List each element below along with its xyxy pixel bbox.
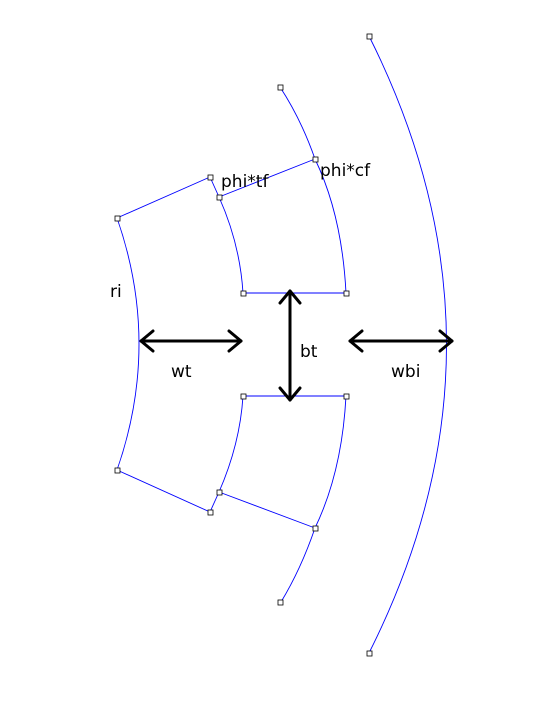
upper-slot-wall-inner xyxy=(218,196,244,294)
vertex xyxy=(207,174,214,181)
upper-slot-wall-outer xyxy=(314,158,347,294)
label-wbi: wbi xyxy=(391,362,420,382)
vertex xyxy=(216,194,223,201)
vertex xyxy=(240,290,247,297)
dimension-arrow-bt xyxy=(278,289,302,402)
outer-arc-wbi xyxy=(368,35,447,654)
lower-outer-arc-short xyxy=(280,527,316,603)
vertex-markers xyxy=(114,33,373,657)
vertex xyxy=(312,156,319,163)
vertex xyxy=(277,599,284,606)
upper-slot-top-edge xyxy=(218,158,316,198)
vertex xyxy=(343,290,350,297)
label-phi-cf: phi*cf xyxy=(320,161,371,181)
vertex xyxy=(207,509,214,516)
lower-tooth-bottom-edge xyxy=(116,469,211,513)
vertex xyxy=(343,393,350,400)
label-phi-tf: phi*tf xyxy=(221,172,269,192)
vertex xyxy=(366,650,373,657)
upper-outer-arc-short xyxy=(279,86,316,160)
vertex xyxy=(114,467,121,474)
dimension-arrow-wt xyxy=(139,329,243,353)
lower-slot-wall-inner xyxy=(218,395,244,493)
label-ri: ri xyxy=(110,282,122,302)
vertex xyxy=(277,84,284,91)
lower-slot-wall-outer xyxy=(314,395,347,529)
vertex xyxy=(216,489,223,496)
label-wt: wt xyxy=(171,362,192,382)
vertex xyxy=(312,525,319,532)
vertex xyxy=(366,33,373,40)
vertex xyxy=(114,215,121,222)
dimension-arrow-wbi xyxy=(348,329,454,353)
upper-tooth-top-edge xyxy=(116,176,211,219)
vertex xyxy=(240,393,247,400)
label-bt: bt xyxy=(300,342,318,362)
inner-arc-ri xyxy=(116,217,140,471)
lower-slot-bottom-edge xyxy=(218,491,316,529)
